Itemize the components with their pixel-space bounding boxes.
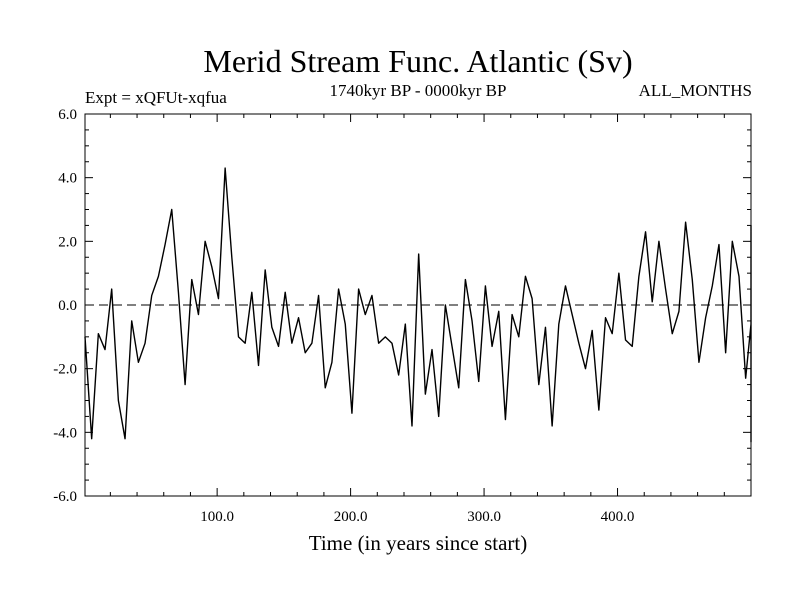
y-tick-label: -2.0	[53, 362, 77, 378]
chart-title: Merid Stream Func. Atlantic (Sv)	[203, 43, 632, 79]
y-tick-label: -4.0	[53, 425, 77, 441]
experiment-label: Expt = xQFUt-xqfua	[85, 88, 227, 107]
x-tick-label: 400.0	[601, 509, 635, 525]
tick-labels-layer: -6.0 -4.0 -2.0 0.0 2.0 4.0 6.0 100.0 200.0 300.0 4…	[53, 107, 634, 525]
y-tick-label: -6.0	[53, 489, 77, 505]
months-label: ALL_MONTHS	[639, 81, 752, 100]
y-tick-label: 2.0	[58, 234, 77, 250]
y-tick-label: 0.0	[58, 298, 77, 314]
series-line	[84, 167, 752, 443]
y-tick-label: 4.0	[58, 171, 77, 187]
x-tick-label: 200.0	[334, 509, 368, 525]
y-tick-label: 6.0	[58, 107, 77, 123]
series-layer	[84, 167, 752, 443]
x-axis-label: Time (in years since start)	[309, 531, 528, 555]
x-tick-label: 100.0	[200, 509, 234, 525]
x-tick-label: 300.0	[467, 509, 501, 525]
time-range-label: 1740kyr BP - 0000kyr BP	[330, 81, 507, 100]
